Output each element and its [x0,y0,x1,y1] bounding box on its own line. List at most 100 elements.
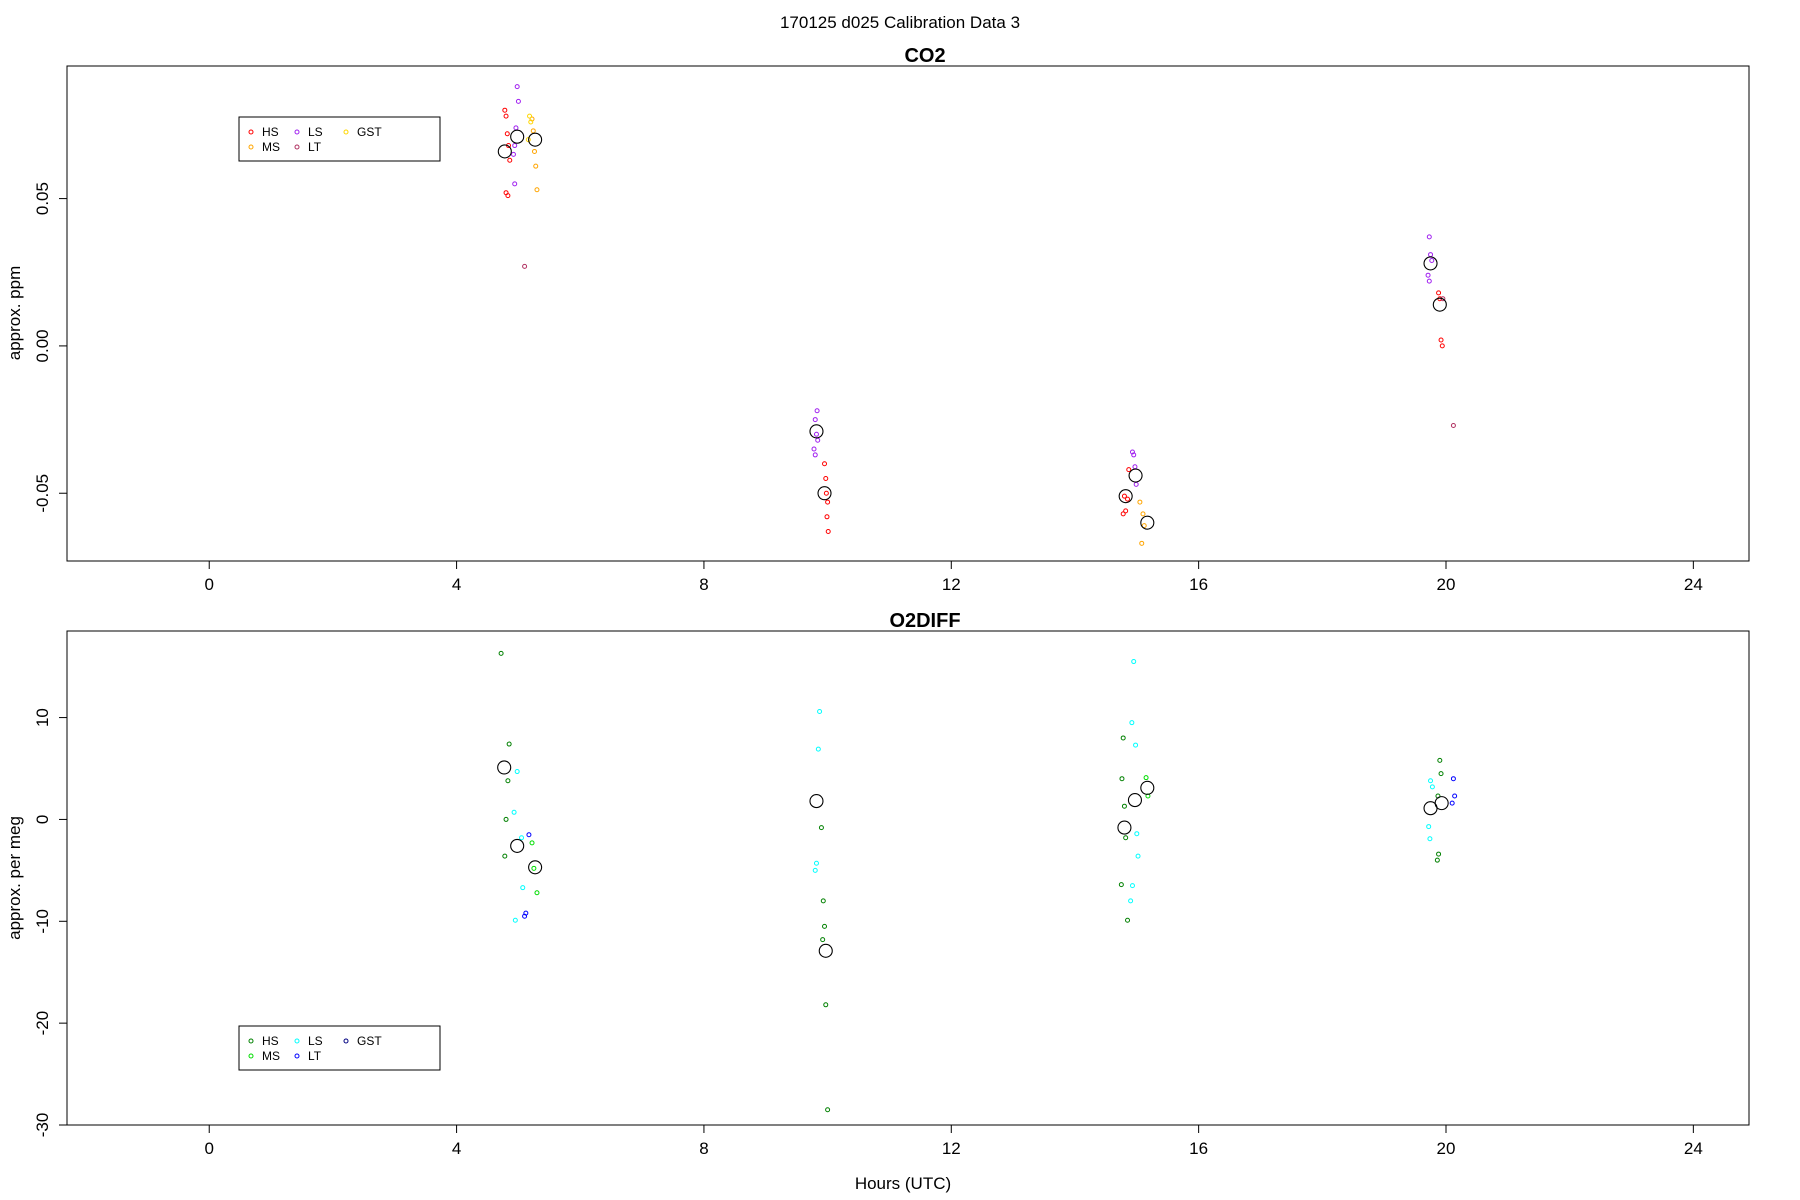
o2diff-x-tick-label: 4 [452,1139,461,1158]
o2diff-y-tick-label: 0 [33,815,52,824]
co2-legend-label-gst: GST [357,125,382,139]
o2diff-legend-marker-ms [248,1053,254,1059]
co2-point-ls [1425,272,1431,278]
o2diff-points [497,650,1458,1113]
co2-point-ls [510,151,516,157]
o2diff-point-hs [503,816,509,822]
co2-point-gst [527,113,533,119]
o2diff-legend-marker-lt [294,1053,300,1059]
co2-point-ls [514,84,520,90]
co2-point-hs [507,157,513,163]
co2-point-hs [1126,467,1132,473]
o2diff-panel-title: O2DIFF [889,610,960,632]
co2-point-ms [1141,523,1147,529]
co2-y-tick-label: -0.05 [33,474,52,513]
co2-point-hs [1120,511,1126,517]
co2-point-hs [504,131,510,137]
co2-point-ls [512,181,518,187]
o2diff-point-hs [825,1107,831,1113]
o2diff-legend-label-ls: LS [308,1034,323,1048]
co2-point-ls [515,98,521,104]
o2diff-point-hs [1119,776,1125,782]
co2-mean-point [497,144,512,159]
o2diff-point-ls [512,917,518,923]
co2-mean-point [1128,468,1143,483]
co2-point-hs [825,529,831,535]
o2diff-point-ls [1429,784,1435,790]
o2diff-point-hs [506,741,512,747]
co2-point-ls [1426,234,1432,240]
o2diff-point-ls [520,885,526,891]
co2-point-ls [512,143,518,149]
o2diff-y-tick-label: -30 [33,1113,52,1138]
o2diff-point-hs [1125,917,1131,923]
co2-point-hs [505,193,511,199]
co2-point-ms [1139,540,1145,546]
co2-points [497,84,1456,546]
co2-x-tick-label: 16 [1189,575,1208,594]
o2diff-mean-point [528,860,543,875]
co2-legend-marker-lt [294,144,300,150]
o2diff-legend-label-gst: GST [357,1034,382,1048]
o2diff-y-axis-label: approx. per meg [5,816,24,940]
o2diff-point-ls [815,746,821,752]
o2diff-mean-point [510,838,525,853]
co2-legend-label-ls: LS [308,125,323,139]
co2-point-ls [814,408,820,414]
o2diff-point-hs [1118,882,1124,888]
o2diff-mean-point [1127,793,1142,808]
co2-point-hs [502,107,508,113]
co2-y-axis: -0.05 0.00 0.05 [33,182,68,513]
o2diff-mean-point [818,943,833,958]
co2-mean-point [528,132,543,147]
o2diff-point-ls [514,769,520,775]
co2-x-tick-label: 0 [204,575,213,594]
o2diff-x-tick-label: 16 [1189,1139,1208,1158]
o2diff-point-ls [1133,742,1139,748]
co2-point-ls [1131,452,1137,458]
o2diff-point-ls [813,860,819,866]
co2-point-ls [513,125,519,131]
co2-x-axis: 0 4 8 12 16 20 24 [204,560,1703,594]
o2diff-point-hs [823,1002,829,1008]
co2-y-tick-label: 0.05 [33,182,52,215]
co2-point-hs [1125,496,1131,502]
co2-legend-label-ms: MS [262,140,280,154]
o2diff-point-ls [817,708,823,714]
o2diff-point-ls [1134,831,1140,837]
o2diff-point-lt [1449,800,1455,806]
co2-legend-marker-gst [343,129,349,135]
o2diff-point-ms [529,840,535,846]
o2diff-point-hs [1437,757,1443,763]
o2diff-y-tick-label: -10 [33,909,52,934]
co2-legend-box [238,116,441,162]
o2diff-mean-point [497,760,512,775]
co2-y-tick-label: 0.00 [33,329,52,362]
co2-mean-point [809,424,824,439]
co2-point-ls [1429,257,1435,263]
o2diff-legend-marker-gst [343,1038,349,1044]
co2-point-ms [1137,499,1143,505]
o2diff-x-tick-label: 20 [1437,1139,1456,1158]
o2diff-point-ls [1131,659,1137,665]
co2-point-ls [1129,449,1135,455]
o2diff-point-ls [1128,898,1134,904]
co2-point-ls [813,431,819,437]
co2-mean-point [1140,515,1155,530]
co2-point-hs [823,476,829,481]
co2-point-hs [1438,337,1444,343]
co2-point-ls [1426,278,1432,284]
co2-point-hs [1123,508,1129,514]
o2diff-point-ms [1143,775,1149,781]
o2diff-point-ls [1426,824,1432,830]
o2diff-point-lt [522,913,528,919]
o2diff-point-hs [1123,835,1129,841]
o2diff-point-ls [1428,778,1434,784]
o2diff-panel: O2DIFF approx. per meg Hours (UTC) 0 4 8 12… [5,610,1750,1193]
co2-point-ms [533,163,539,169]
co2-x-tick-label: 24 [1684,575,1703,594]
co2-point-ms [1140,511,1146,517]
